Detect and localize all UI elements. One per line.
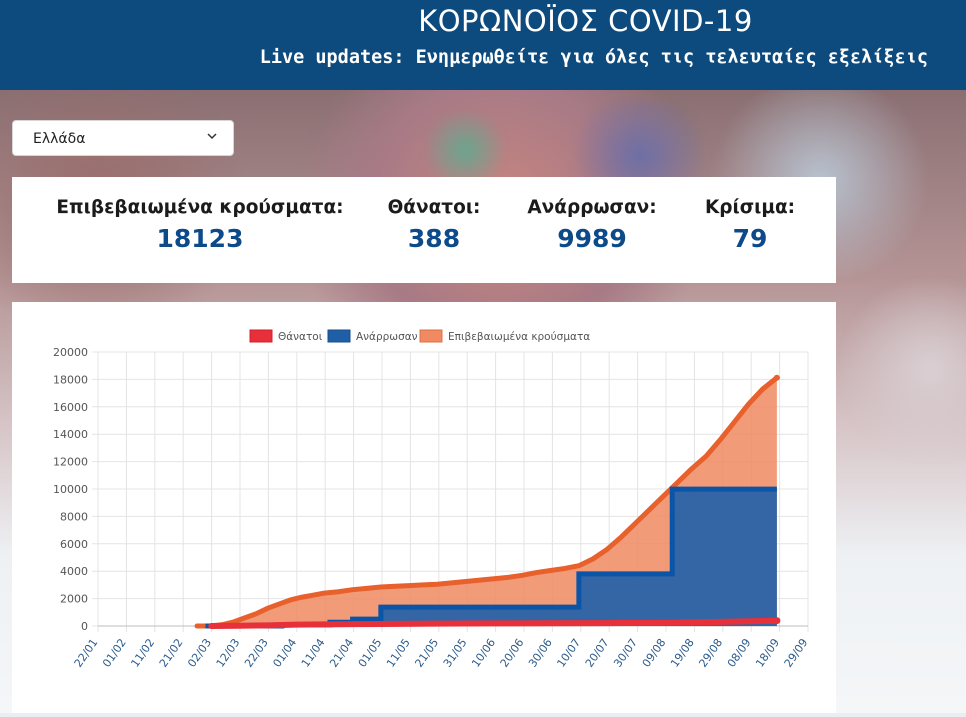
covid-chart: 0 2000 4000 6000 8000 10000 12000 14000 16000 180…	[53, 329, 811, 670]
x-tick-label: 20/07	[583, 636, 612, 669]
legend-swatch	[419, 329, 443, 343]
x-tick-label: 11/05	[384, 636, 413, 669]
deaths-line	[208, 617, 780, 629]
x-tick-label: 02/03	[185, 636, 214, 669]
y-tick-label: 2000	[60, 593, 88, 606]
x-tick-label: 21/02	[157, 636, 186, 669]
stat-confirmed-label: Επιβεβαιωμένα κρούσματα:	[56, 197, 344, 218]
y-tick-label: 0	[81, 620, 88, 633]
x-axis: 22/01 01/02 11/02 21/02 02/03 12/03 22/03 01/04…	[72, 636, 811, 669]
country-select[interactable]: Ελλάδα	[12, 120, 234, 156]
x-tick-label: 29/09	[782, 636, 811, 669]
chart-legend: Θάνατοι Ανάρρωσαν Επιβεβαιωμένα κρούσματα	[249, 329, 590, 343]
chevron-down-icon	[207, 133, 217, 140]
header-banner: ΚΟΡΩΝΟΪΟΣ COVID-19 Live updates: Ενημερω…	[0, 0, 966, 90]
page-subtitle: Live updates: Ενημερωθείτε για όλες τις …	[259, 47, 928, 68]
deaths-end-point	[773, 617, 781, 625]
legend-label: Ανάρρωσαν	[356, 331, 418, 343]
x-tick-label: 22/03	[242, 636, 271, 669]
stats-panel: Επιβεβαιωμένα κρούσματα: 18123 Θάνατοι: …	[12, 177, 836, 283]
x-tick-label: 10/07	[554, 636, 583, 669]
x-tick-label: 20/06	[498, 636, 527, 669]
legend-label: Επιβεβαιωμένα κρούσματα	[448, 331, 590, 343]
x-tick-label: 11/04	[299, 636, 328, 669]
x-tick-label: 30/07	[611, 636, 640, 669]
confirmed-end-point	[773, 374, 780, 381]
x-tick-label: 21/05	[412, 636, 441, 669]
x-tick-label: 01/02	[100, 636, 129, 669]
page-title: ΚΟΡΩΝΟΪΟΣ COVID-19	[418, 4, 753, 38]
x-tick-label: 31/05	[441, 636, 470, 669]
x-tick-label: 30/06	[526, 636, 555, 669]
x-tick-label: 01/05	[356, 636, 385, 669]
x-tick-label: 09/08	[640, 636, 669, 669]
x-tick-label: 10/06	[469, 636, 498, 669]
y-tick-label: 18000	[53, 373, 88, 386]
stat-deaths-value: 388	[407, 224, 461, 253]
y-axis: 0 2000 4000 6000 8000 10000 12000 14000 16000 180…	[53, 346, 88, 633]
stat-confirmed: Επιβεβαιωμένα κρούσματα: 18123	[50, 197, 350, 253]
x-tick-label: 21/04	[327, 636, 356, 669]
chart-series	[98, 374, 781, 629]
stat-critical-value: 79	[732, 224, 768, 253]
y-tick-label: 4000	[60, 565, 88, 578]
x-tick-label: 01/04	[270, 636, 299, 669]
confirmed-area	[98, 377, 777, 626]
y-tick-label: 14000	[53, 428, 88, 441]
x-tick-label: 18/09	[753, 636, 782, 669]
stat-deaths: Θάνατοι: 388	[374, 197, 494, 253]
chart-panel: 0 2000 4000 6000 8000 10000 12000 14000 16000 180…	[12, 302, 836, 713]
stat-recovered-value: 9989	[557, 224, 627, 253]
legend-label: Θάνατοι	[278, 331, 323, 343]
x-tick-label: 11/02	[128, 636, 157, 669]
country-select-value: Ελλάδα	[33, 131, 86, 147]
y-tick-label: 10000	[53, 483, 88, 496]
recovered-area	[98, 489, 777, 626]
stat-recovered: Ανάρρωσαν: 9989	[512, 197, 672, 253]
stat-critical: Κρίσιμα: 79	[690, 197, 810, 253]
y-tick-label: 12000	[53, 456, 88, 469]
stat-critical-label: Κρίσιμα:	[704, 197, 796, 218]
y-tick-label: 6000	[60, 538, 88, 551]
stat-recovered-label: Ανάρρωσαν:	[527, 197, 657, 218]
stat-deaths-label: Θάνατοι:	[387, 197, 481, 218]
x-tick-label: 08/09	[725, 636, 754, 669]
y-tick-label: 8000	[60, 510, 88, 523]
x-tick-label: 29/08	[696, 636, 725, 669]
stat-confirmed-value: 18123	[156, 224, 244, 253]
confirmed-line	[194, 375, 780, 629]
legend-swatch	[327, 329, 351, 343]
y-tick-label: 20000	[53, 346, 88, 359]
x-tick-label: 19/08	[668, 636, 697, 669]
legend-swatch	[249, 329, 273, 343]
x-tick-label: 12/03	[214, 636, 243, 669]
y-tick-label: 16000	[53, 401, 88, 414]
x-tick-label: 22/01	[72, 636, 101, 669]
